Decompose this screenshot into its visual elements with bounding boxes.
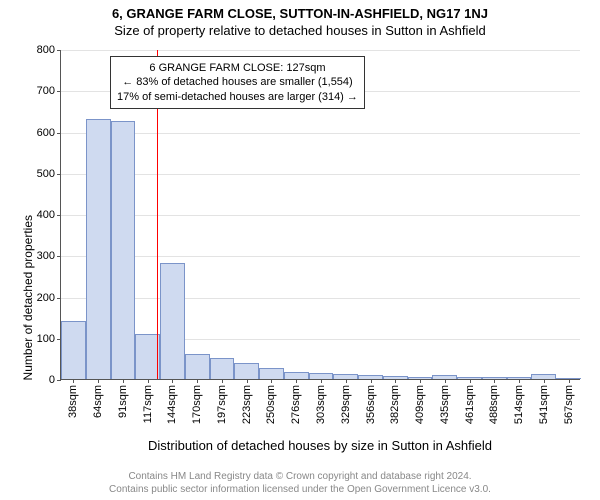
histogram-bar bbox=[234, 363, 259, 379]
grid-line bbox=[61, 174, 580, 175]
x-tick-label: 461sqm bbox=[464, 385, 476, 424]
x-tick-mark bbox=[271, 379, 272, 383]
x-tick-label: 276sqm bbox=[290, 385, 302, 424]
x-tick-mark bbox=[98, 379, 99, 383]
x-tick-label: 488sqm bbox=[488, 385, 500, 424]
grid-line bbox=[61, 215, 580, 216]
x-tick-label: 117sqm bbox=[142, 385, 154, 423]
x-tick-mark bbox=[470, 379, 471, 383]
y-tick-label: 500 bbox=[37, 168, 61, 180]
x-tick-label: 303sqm bbox=[315, 385, 327, 424]
footer-line-2: Contains public sector information licen… bbox=[0, 484, 600, 497]
x-tick-label: 435sqm bbox=[439, 385, 451, 424]
x-tick-mark bbox=[395, 379, 396, 383]
grid-line bbox=[61, 298, 580, 299]
y-tick-label: 800 bbox=[37, 44, 61, 56]
x-tick-mark bbox=[123, 379, 124, 383]
x-tick-label: 197sqm bbox=[216, 385, 228, 424]
annotation-line: 17% of semi-detached houses are larger (… bbox=[117, 90, 358, 104]
y-tick-label: 400 bbox=[37, 209, 61, 221]
y-axis-label: Number of detached properties bbox=[21, 215, 35, 380]
x-tick-label: 356sqm bbox=[365, 385, 377, 424]
y-tick-label: 100 bbox=[37, 333, 61, 345]
x-tick-label: 382sqm bbox=[389, 385, 401, 424]
histogram-bar bbox=[111, 121, 136, 379]
annotation-box: 6 GRANGE FARM CLOSE: 127sqm← 83% of deta… bbox=[110, 56, 365, 109]
footer-line-1: Contains HM Land Registry data © Crown c… bbox=[0, 471, 600, 484]
x-tick-mark bbox=[346, 379, 347, 383]
y-tick-label: 200 bbox=[37, 292, 61, 304]
x-tick-mark bbox=[445, 379, 446, 383]
x-tick-mark bbox=[148, 379, 149, 383]
x-tick-label: 250sqm bbox=[265, 385, 277, 424]
grid-line bbox=[61, 50, 580, 51]
y-tick-label: 0 bbox=[49, 374, 61, 386]
x-tick-mark bbox=[222, 379, 223, 383]
x-tick-mark bbox=[519, 379, 520, 383]
x-tick-label: 64sqm bbox=[92, 385, 104, 418]
histogram-bar bbox=[160, 263, 185, 379]
x-tick-mark bbox=[371, 379, 372, 383]
x-tick-mark bbox=[172, 379, 173, 383]
x-tick-label: 223sqm bbox=[241, 385, 253, 424]
grid-line bbox=[61, 133, 580, 134]
x-tick-label: 38sqm bbox=[67, 385, 79, 418]
histogram-bar bbox=[210, 358, 235, 379]
y-tick-label: 700 bbox=[37, 85, 61, 97]
x-tick-mark bbox=[247, 379, 248, 383]
y-tick-label: 600 bbox=[37, 127, 61, 139]
histogram-bar bbox=[185, 354, 210, 379]
x-tick-label: 170sqm bbox=[191, 385, 203, 424]
annotation-line: ← 83% of detached houses are smaller (1,… bbox=[117, 75, 358, 89]
x-tick-mark bbox=[197, 379, 198, 383]
y-tick-label: 300 bbox=[37, 250, 61, 262]
x-tick-mark bbox=[544, 379, 545, 383]
x-tick-mark bbox=[73, 379, 74, 383]
annotation-line: 6 GRANGE FARM CLOSE: 127sqm bbox=[117, 61, 358, 75]
x-tick-mark bbox=[494, 379, 495, 383]
x-tick-mark bbox=[420, 379, 421, 383]
x-tick-mark bbox=[569, 379, 570, 383]
histogram-bar bbox=[61, 321, 86, 379]
histogram-bar bbox=[86, 119, 111, 379]
x-tick-label: 144sqm bbox=[166, 385, 178, 424]
x-axis-label: Distribution of detached houses by size … bbox=[60, 438, 580, 453]
x-tick-label: 329sqm bbox=[340, 385, 352, 424]
x-tick-label: 567sqm bbox=[563, 385, 575, 424]
x-tick-label: 514sqm bbox=[513, 385, 525, 424]
histogram-bar bbox=[259, 368, 284, 379]
x-tick-label: 541sqm bbox=[538, 385, 550, 424]
x-tick-label: 91sqm bbox=[117, 385, 129, 418]
x-tick-label: 409sqm bbox=[414, 385, 426, 424]
x-tick-mark bbox=[296, 379, 297, 383]
histogram-bar bbox=[284, 372, 309, 379]
x-tick-mark bbox=[321, 379, 322, 383]
footer: Contains HM Land Registry data © Crown c… bbox=[0, 471, 600, 496]
grid-line bbox=[61, 256, 580, 257]
